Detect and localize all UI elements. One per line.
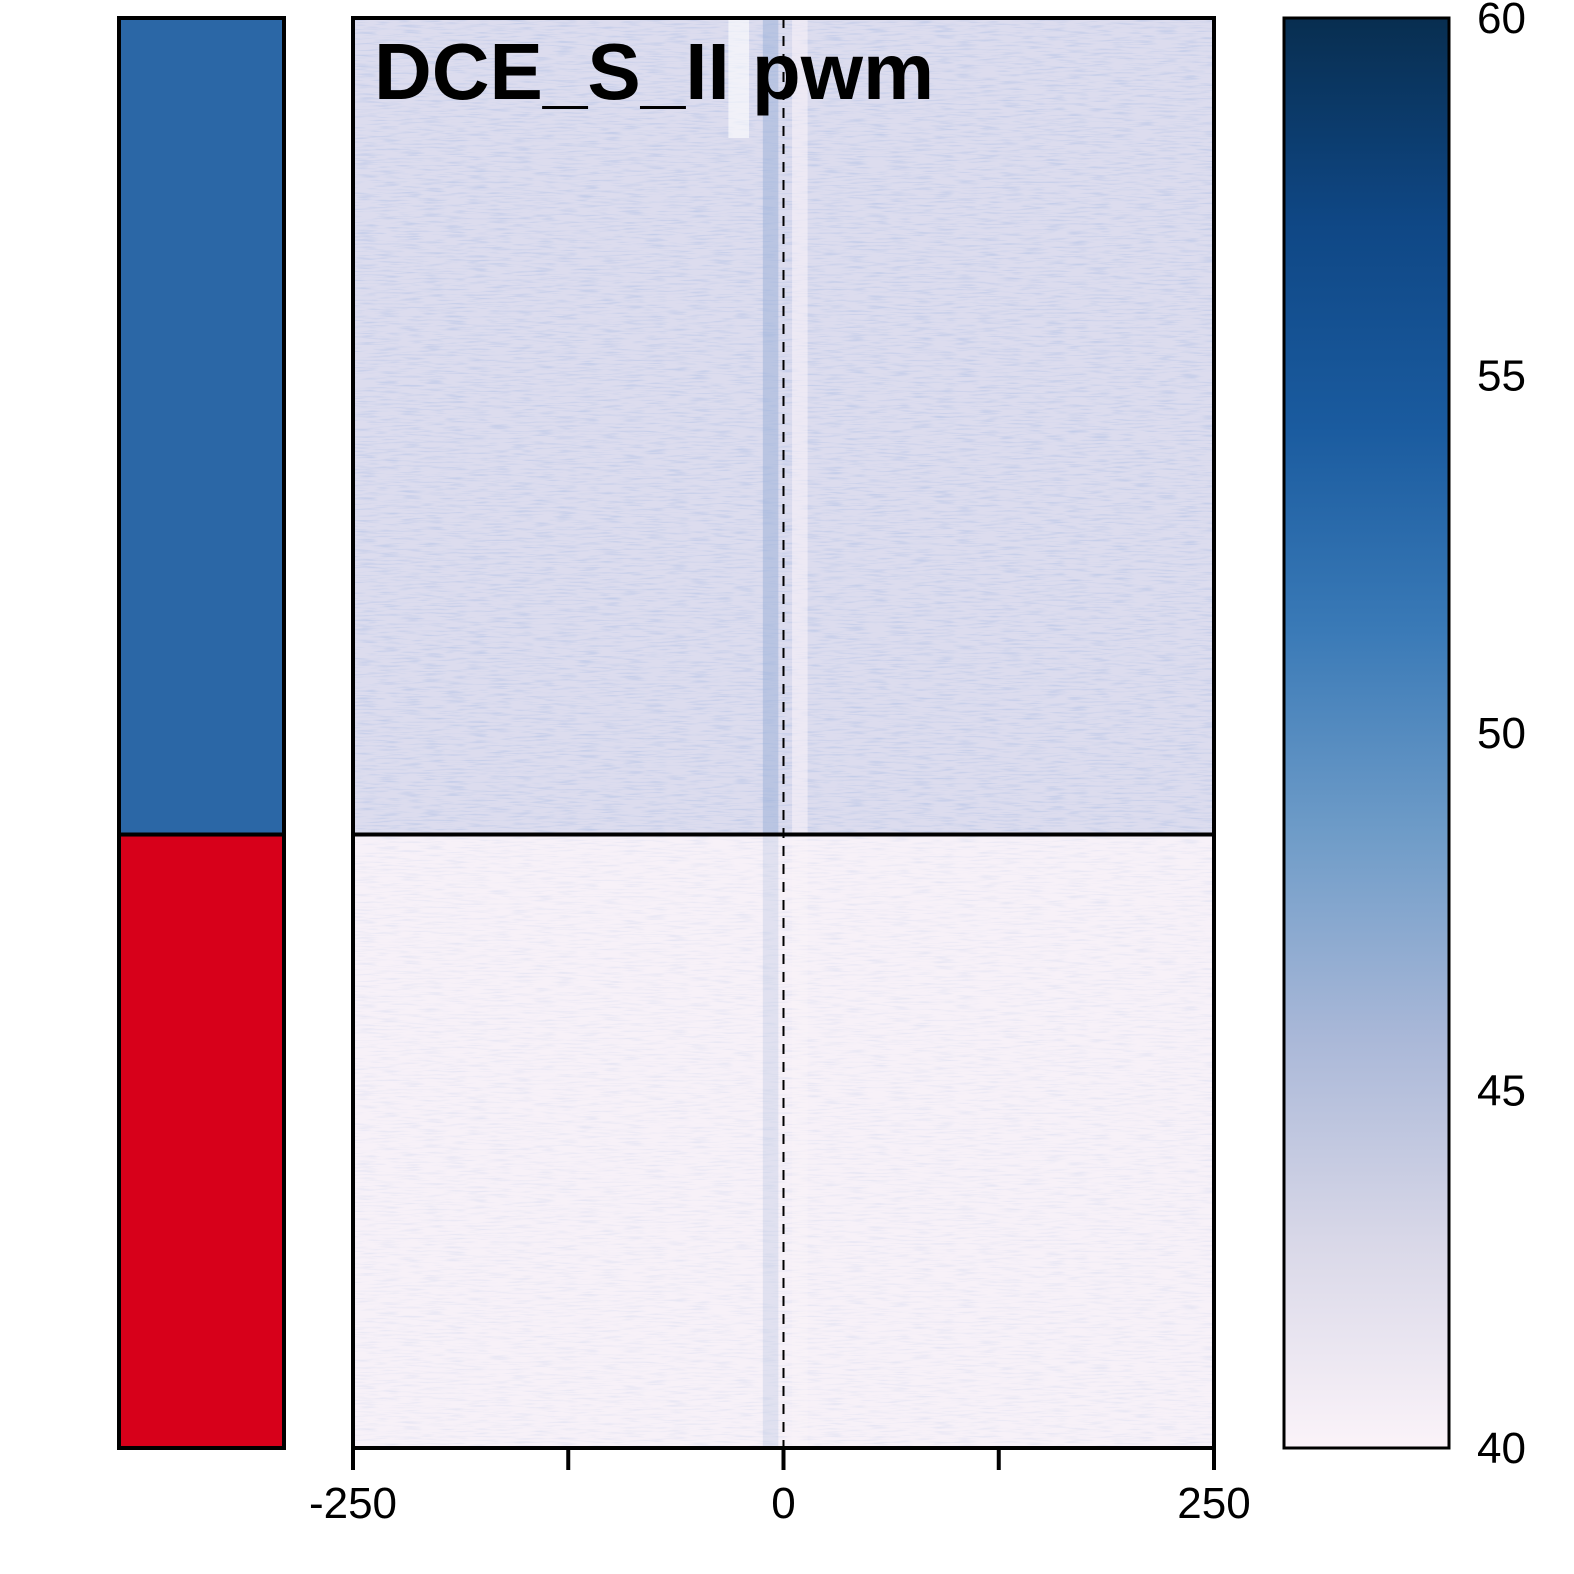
colorbar-tick-label: 45 <box>1477 1067 1526 1116</box>
x-axis: -250 0 250 <box>309 1448 1251 1528</box>
cluster-bar-segment-2 <box>117 832 286 1450</box>
cluster-2-depletion-band <box>792 834 808 1448</box>
colorbar-tick-label: 40 <box>1477 1424 1526 1473</box>
x-tick-label: 250 <box>1177 1479 1250 1528</box>
x-tick-label: -250 <box>309 1479 397 1528</box>
colorbar-tick-label: 60 <box>1477 0 1526 43</box>
cluster-bar-segment-1 <box>117 16 286 837</box>
cluster-color-bar <box>117 16 286 1450</box>
center-streak <box>728 18 750 138</box>
cluster-2-center-band <box>762 834 779 1448</box>
colorbar-tick-label: 50 <box>1477 709 1526 758</box>
cluster-1-depletion-band <box>792 18 808 835</box>
x-tick-label: 0 <box>771 1479 795 1528</box>
colorbar-tick-label: 55 <box>1477 352 1526 401</box>
cluster-1-center-band <box>762 18 779 835</box>
colorbar: 40 45 50 55 60 <box>1282 0 1526 1473</box>
heatmap-matrix <box>351 16 1216 1450</box>
cluster-1-grain <box>353 18 1214 835</box>
colorbar-scale <box>1282 16 1451 1450</box>
chart-title: DCE_S_II pwm <box>374 27 934 116</box>
